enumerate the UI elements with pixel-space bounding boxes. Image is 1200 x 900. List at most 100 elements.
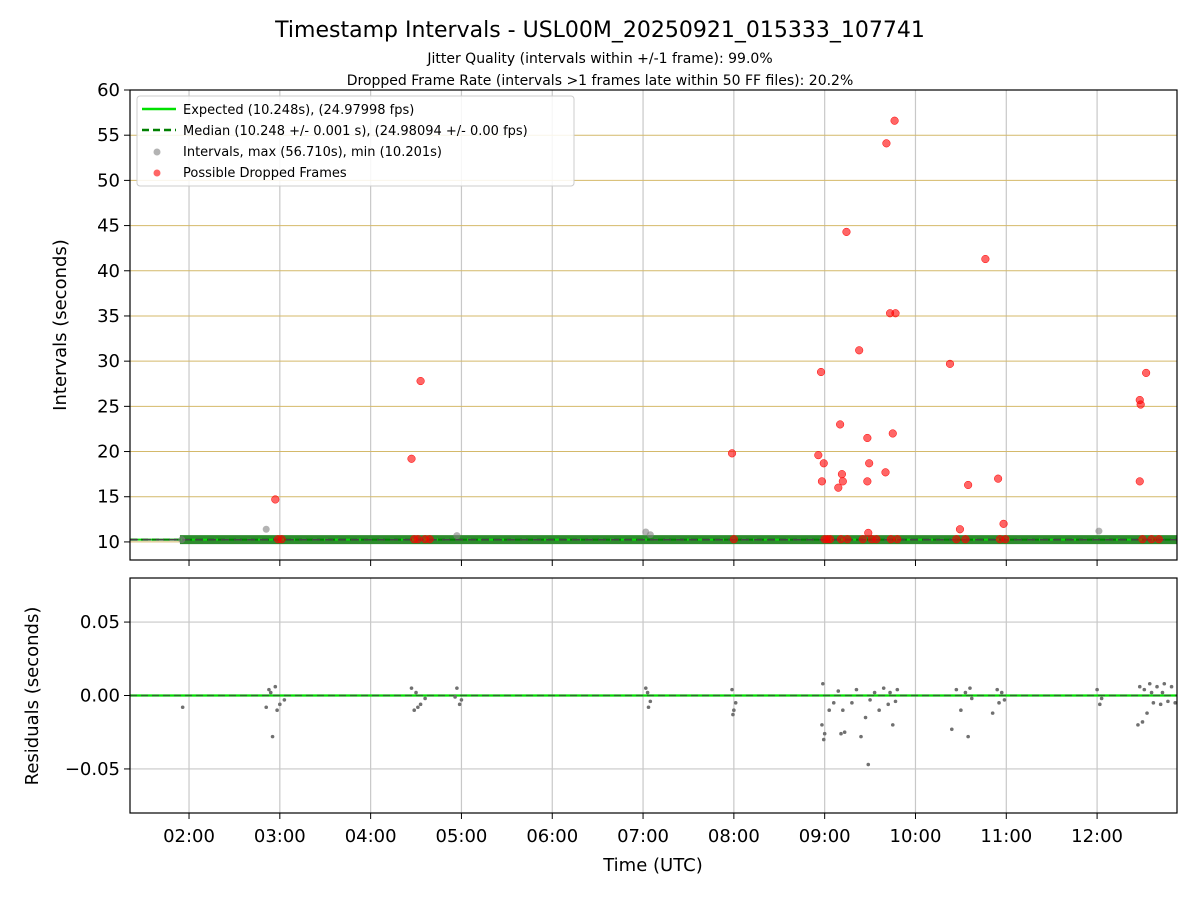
residual-point-74 [1158,702,1163,707]
residual-point-9 [409,686,414,690]
residual-point-78 [1173,701,1177,705]
residuals-xtick-label-11:00: 11:00 [980,826,1032,847]
dropped-frame-point-32 [872,535,881,544]
residual-point-20 [646,705,651,710]
residual-point-30 [820,723,824,727]
residual-point-60 [997,701,1001,705]
residual-point-72 [1151,701,1156,705]
dropped-frame-point-3 [407,454,416,463]
intervals-ytick-label-30: 30 [97,351,120,372]
residual-point-46 [886,702,891,707]
residual-point-47 [890,723,895,727]
residual-point-42 [868,698,872,702]
interval-point-0 [262,525,270,533]
dropped-frame-point-21 [838,477,847,486]
dropped-frame-point-47 [994,474,1003,483]
residual-point-58 [990,711,995,715]
residuals-xtick-label-05:00: 05:00 [436,826,488,847]
residual-point-55 [966,734,970,739]
residual-point-2 [264,705,269,710]
dropped-frame-point-48 [999,519,1008,528]
dropped-frame-point-55 [1138,535,1147,544]
residual-point-12 [423,696,427,701]
interval-point-3 [646,531,654,539]
dropped-frame-point-26 [863,433,872,443]
dropped-frame-point-17 [826,535,835,544]
residual-point-28 [821,737,826,742]
dropped-frame-point-14 [819,459,828,468]
residuals-xtick-label-07:00: 07:00 [617,826,669,847]
legend-dropped-swatch [153,169,161,177]
intervals-frame [129,89,1178,561]
dropped-frame-point-38 [891,309,900,318]
residuals-xtick-label-10:00: 10:00 [890,826,942,847]
residual-point-32 [831,701,836,705]
dropped-frame-point-11 [814,451,823,460]
dropped-frame-point-19 [836,420,845,429]
intervals-ytick-label-55: 55 [97,125,120,146]
dropped-frame-point-28 [865,459,874,468]
dropped-frame-point-43 [964,480,973,490]
chart-subtitle-jitter: Jitter Quality (intervals within +/-1 fr… [426,51,772,67]
legend-box [136,95,575,187]
residual-point-23 [730,687,734,692]
residual-point-8 [275,708,279,712]
residuals-xtick-label-02:00: 02:00 [163,826,215,847]
dropped-frame-point-29 [864,528,873,537]
chart-title: Timestamp Intervals - USL00M_20250921_01… [274,18,925,43]
residual-point-64 [1098,702,1102,707]
dropped-frame-point-10 [729,535,738,544]
residuals-xtick-label-03:00: 03:00 [254,826,306,847]
residual-point-18 [453,695,457,699]
residual-point-50 [888,690,892,695]
legend-intervals-swatch [153,148,161,156]
chart-legend: Expected (10.248s), (24.97998 fps) Media… [136,95,575,187]
residual-point-5 [278,702,282,707]
residual-point-62 [1002,698,1007,702]
dropped-frame-point-20 [837,470,846,479]
residual-point-33 [836,689,841,693]
dropped-frame-point-44 [952,535,961,544]
dropped-frame-point-57 [1154,535,1163,544]
residual-point-24 [732,708,736,712]
residual-point-59 [995,687,1000,692]
dropped-frame-point-36 [888,429,897,438]
residual-point-52 [954,687,959,692]
intervals-ytick-label-35: 35 [97,306,120,327]
residual-point-79 [1149,690,1154,695]
intervals-ytick-label-10: 10 [97,532,120,553]
residual-point-76 [1166,699,1170,704]
residual-point-68 [1145,711,1149,715]
intervals-ytick-label-15: 15 [97,487,120,508]
residual-point-70 [1142,687,1147,692]
dropped-frame-point-12 [816,367,826,377]
residual-point-53 [959,708,963,712]
interval-point-4 [1095,527,1103,535]
residual-point-14 [416,705,420,710]
residual-point-0 [180,705,185,710]
residual-point-48 [893,699,898,704]
residual-point-66 [1136,723,1140,727]
residual-point-29 [822,731,827,736]
dropped-frame-point-2 [277,535,286,544]
residual-point-7 [268,690,273,695]
residuals-xtick-label-12:00: 12:00 [1071,826,1123,847]
residuals-ytick-label-2: −0.05 [65,759,120,780]
dropped-frame-point-40 [893,535,902,544]
dropped-frame-point-25 [855,346,864,355]
residual-point-10 [412,708,417,712]
residual-point-1 [270,734,275,739]
residual-point-16 [457,702,462,707]
residual-point-31 [827,708,832,712]
intervals-ytick-label-25: 25 [97,396,120,417]
residuals-xtick-label-04:00: 04:00 [345,826,397,847]
residual-point-6 [282,698,287,702]
dropped-frame-point-56 [1147,535,1156,544]
residual-point-25 [733,701,738,705]
dropped-frame-point-9 [727,449,737,458]
dropped-frame-point-51 [1135,477,1144,486]
residual-point-22 [645,690,650,695]
residual-point-61 [999,690,1004,695]
residual-point-4 [273,684,278,689]
